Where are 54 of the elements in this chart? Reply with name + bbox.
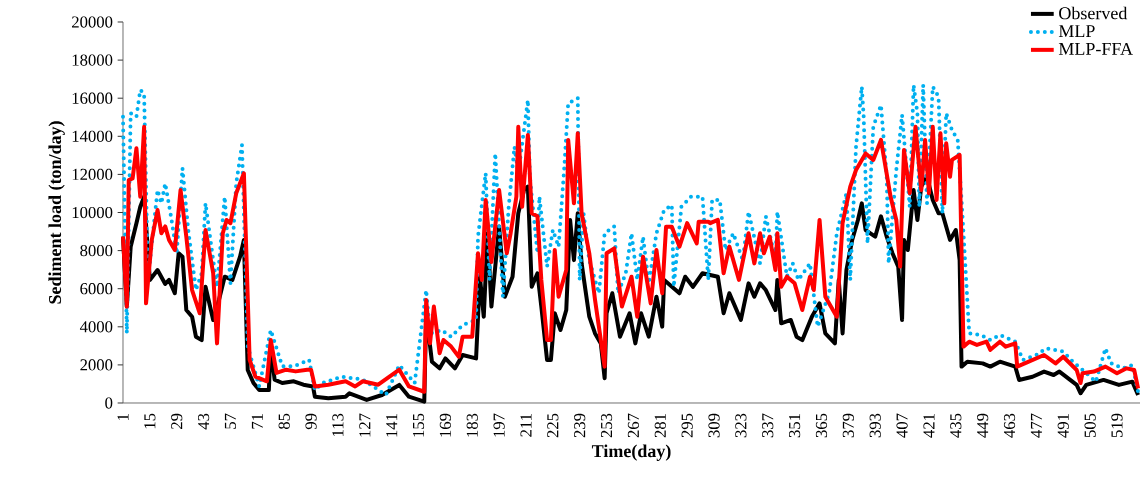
legend-label: Observed bbox=[1059, 6, 1128, 20]
x-tick-label: 351 bbox=[789, 414, 801, 438]
y-tick-label: 16000 bbox=[72, 92, 113, 104]
x-tick-label: 519 bbox=[1111, 413, 1123, 438]
x-tick-label: 43 bbox=[197, 413, 210, 430]
y-axis-title: Sediment load (ton/day) bbox=[48, 121, 65, 304]
legend-label: MLP-FFA bbox=[1058, 42, 1133, 55]
y-tick-label: 18000 bbox=[72, 54, 113, 66]
x-tick-label: 57 bbox=[224, 413, 236, 429]
x-tick-label: 309 bbox=[708, 413, 720, 438]
x-tick-label: 71 bbox=[251, 414, 263, 429]
x-tick-label: 337 bbox=[762, 413, 774, 438]
x-tick-label: 435 bbox=[950, 413, 962, 438]
y-tick-label: 2000 bbox=[80, 359, 113, 371]
x-tick-label: 127 bbox=[359, 413, 371, 437]
x-tick-label: 323 bbox=[735, 413, 747, 438]
x-tick-label: 239 bbox=[574, 413, 586, 438]
y-tick-label: 4000 bbox=[79, 321, 113, 333]
legend-label: MLP bbox=[1058, 25, 1095, 37]
x-tick-label: 505 bbox=[1084, 413, 1096, 438]
x-tick-label: 113 bbox=[332, 413, 344, 436]
x-tick-label: 29 bbox=[171, 413, 183, 429]
y-tick-label: 14000 bbox=[72, 130, 113, 142]
x-tick-label: 365 bbox=[815, 413, 828, 438]
x-tick-label: 267 bbox=[627, 413, 640, 438]
y-tick-label: 12000 bbox=[72, 168, 113, 181]
x-tick-label: 99 bbox=[305, 413, 317, 430]
x-tick-label: 253 bbox=[600, 413, 613, 438]
x-tick-label: 393 bbox=[869, 413, 881, 438]
x-tick-label: 85 bbox=[278, 413, 290, 430]
x-tick-label: 225 bbox=[547, 413, 559, 438]
x-tick-label: 197 bbox=[493, 413, 505, 437]
x-tick-label: 491 bbox=[1057, 414, 1069, 438]
x-tick-label: 15 bbox=[144, 413, 156, 429]
y-tick-label: 6000 bbox=[80, 283, 113, 295]
x-tick-label: 379 bbox=[842, 413, 854, 438]
x-tick-label: 141 bbox=[386, 414, 398, 437]
x-tick-label: 155 bbox=[412, 413, 425, 437]
x-tick-label: 477 bbox=[1030, 413, 1042, 438]
x-tick-label: 463 bbox=[1003, 413, 1016, 438]
x-tick-label: 1 bbox=[117, 414, 129, 420]
y-tick-label: 8000 bbox=[80, 244, 113, 257]
x-axis-title: Time(day) bbox=[591, 444, 671, 461]
x-tick-label: 407 bbox=[896, 413, 908, 438]
x-tick-label: 183 bbox=[466, 413, 478, 437]
y-tick-label: 20000 bbox=[72, 16, 113, 28]
x-tick-label: 295 bbox=[681, 413, 693, 438]
x-tick-label: 211 bbox=[520, 414, 532, 437]
x-tick-label: 281 bbox=[654, 414, 666, 438]
y-tick-label: 0 bbox=[105, 397, 113, 409]
x-tick-label: 449 bbox=[977, 413, 989, 438]
y-tick-label: 10000 bbox=[72, 206, 113, 219]
x-tick-label: 169 bbox=[439, 413, 451, 437]
x-tick-label: 421 bbox=[923, 414, 935, 438]
